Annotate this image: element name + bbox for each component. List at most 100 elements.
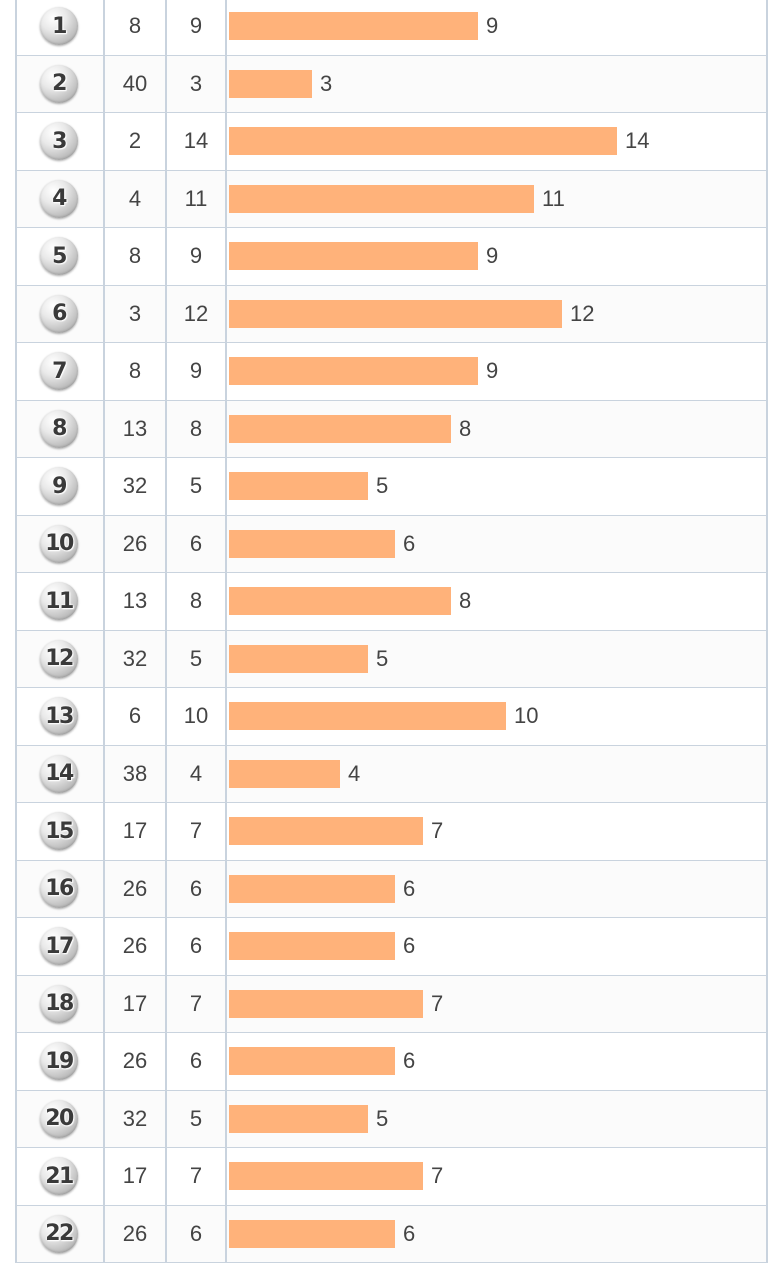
- count-cell: 9: [189, 358, 203, 384]
- bar-cell: 9: [229, 228, 768, 285]
- grid-line: [766, 918, 768, 975]
- grid-line: [766, 975, 768, 1032]
- grid-line: [15, 1205, 17, 1262]
- count-cell: 5: [189, 645, 203, 671]
- grid-line: [225, 1090, 227, 1147]
- bar-cell: 12: [229, 286, 768, 343]
- frequency-bar: [229, 242, 478, 271]
- frequency-bar: [229, 587, 451, 616]
- table-row: 3 2 14 14: [15, 113, 768, 171]
- number-ball-cell: 17: [15, 918, 103, 975]
- grid-line: [15, 0, 17, 55]
- table-row: 17 26 6 6: [15, 918, 768, 976]
- grid-line: [103, 1090, 105, 1147]
- number-ball-cell: 4: [15, 171, 103, 228]
- bar-value-label: 6: [403, 1220, 416, 1246]
- grid-line: [165, 55, 167, 112]
- bar-cell: 6: [229, 516, 768, 573]
- bar-value-label: 5: [376, 473, 389, 499]
- number-ball: 17: [40, 927, 78, 966]
- grid-line: [103, 400, 105, 457]
- frequency-bar: [229, 932, 395, 961]
- ball-number: 14: [45, 761, 74, 787]
- bar-cell: 6: [229, 1206, 768, 1263]
- grid-line: [103, 1148, 105, 1205]
- grid-line: [15, 343, 17, 400]
- grid-line: [225, 975, 227, 1032]
- grid-line: [15, 745, 17, 802]
- grid-line: [225, 285, 227, 342]
- rank-cell: 13: [122, 588, 148, 614]
- count-cell: 11: [184, 185, 208, 211]
- rank-cell: 13: [122, 415, 148, 441]
- grid-line: [165, 1148, 167, 1205]
- grid-line: [15, 573, 17, 630]
- count-cell: 6: [189, 1048, 203, 1074]
- bar-cell: 9: [229, 343, 768, 400]
- ball-number: 12: [45, 646, 74, 672]
- bar-value-label: 7: [431, 1163, 444, 1189]
- number-ball-cell: 1: [15, 0, 103, 55]
- bar-cell: 5: [229, 631, 768, 688]
- grid-line: [766, 1033, 768, 1090]
- number-ball: 4: [40, 179, 78, 218]
- number-ball-cell: 5: [15, 228, 103, 285]
- frequency-bar: [229, 357, 478, 386]
- bar-cell: 6: [229, 918, 768, 975]
- grid-line: [103, 343, 105, 400]
- number-ball-cell: 20: [15, 1091, 103, 1148]
- grid-line: [225, 1148, 227, 1205]
- bar-value-label: 5: [376, 1105, 389, 1131]
- grid-line: [103, 803, 105, 860]
- rank-cell: 8: [128, 358, 142, 384]
- ball-number: 15: [45, 818, 74, 844]
- grid-line: [15, 1033, 17, 1090]
- count-cell: 14: [183, 128, 209, 154]
- grid-line: [766, 1090, 768, 1147]
- rank-cell: 6: [128, 703, 142, 729]
- number-ball: 14: [40, 754, 78, 793]
- number-ball: 1: [40, 7, 78, 46]
- grid-line: [766, 170, 768, 227]
- grid-line: [103, 630, 105, 687]
- ball-number: 17: [45, 933, 74, 959]
- grid-line: [766, 400, 768, 457]
- ball-number: 1: [52, 13, 67, 39]
- grid-line: [15, 688, 17, 745]
- grid-line: [165, 343, 167, 400]
- grid-line: [766, 630, 768, 687]
- grid-line: [15, 1090, 17, 1147]
- grid-line: [165, 228, 167, 285]
- grid-line: [225, 688, 227, 745]
- count-cell: 6: [189, 1220, 203, 1246]
- number-ball: 11: [40, 582, 78, 621]
- grid-line: [15, 55, 17, 112]
- rank-cell: 32: [122, 645, 148, 671]
- grid-line: [766, 745, 768, 802]
- number-ball: 13: [40, 697, 78, 736]
- rank-cell: 26: [122, 530, 148, 556]
- grid-line: [225, 1205, 227, 1262]
- grid-line: [103, 918, 105, 975]
- bar-cell: 6: [229, 1033, 768, 1090]
- ball-number: 10: [45, 531, 74, 557]
- table-row: 10 26 6 6: [15, 515, 768, 573]
- frequency-bar: [229, 127, 617, 156]
- count-cell: 8: [189, 588, 203, 614]
- table-row: 7 8 9 9: [15, 343, 768, 401]
- table-row: 20 32 5 5: [15, 1090, 768, 1148]
- number-ball: 20: [40, 1099, 78, 1138]
- table-row: 22 26 6 6: [15, 1205, 768, 1263]
- bar-value-label: 5: [376, 645, 389, 671]
- table-row: 16 26 6 6: [15, 860, 768, 918]
- frequency-bar: [229, 1104, 368, 1133]
- table-row: 5 8 9 9: [15, 228, 768, 286]
- grid-line: [766, 285, 768, 342]
- rank-cell: 32: [122, 1105, 148, 1131]
- count-cell: 10: [183, 703, 209, 729]
- grid-line: [15, 630, 17, 687]
- bar-value-label: 6: [403, 933, 416, 959]
- ball-number: 8: [52, 416, 67, 442]
- bar-value-label: 10: [514, 703, 539, 729]
- number-ball: 19: [40, 1042, 78, 1081]
